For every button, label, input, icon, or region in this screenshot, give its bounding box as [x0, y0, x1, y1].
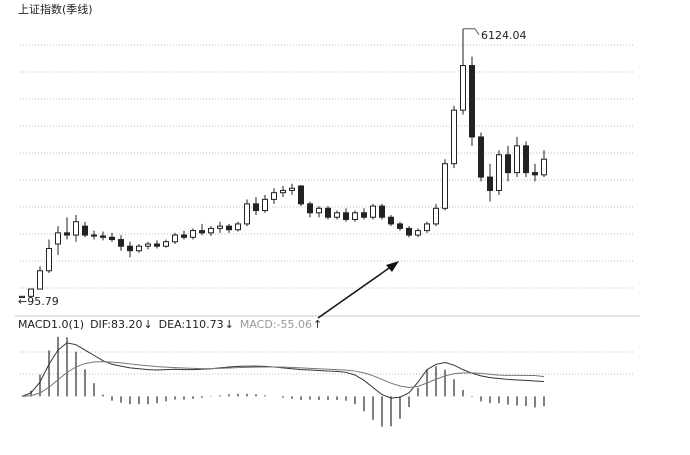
candle-body [235, 223, 241, 231]
legend-entry: DIF:83.20 [90, 318, 142, 331]
candle-body [352, 212, 358, 220]
candle-body [217, 225, 223, 229]
candle-body [136, 245, 142, 252]
indicator-title: MACD1.0(1) [18, 318, 84, 331]
candle-body [145, 243, 151, 247]
candle-body [28, 288, 34, 297]
candle-body [172, 234, 178, 243]
candle-body [64, 232, 70, 236]
candle-body [100, 235, 106, 238]
candle-body [388, 216, 394, 225]
candle-body [208, 227, 214, 234]
candle-body [298, 185, 304, 205]
candle-body [505, 154, 511, 174]
high-label: 6124.04 [481, 29, 527, 42]
candle-body [406, 227, 412, 236]
chart-title: 上证指数(季线) [18, 2, 93, 16]
candle-body [307, 203, 313, 214]
candle-body [19, 295, 25, 299]
legend-entry: DEA:110.73 [159, 318, 224, 331]
candle-body [379, 205, 385, 218]
candle-body [199, 230, 205, 234]
candle-body [343, 212, 349, 220]
candle-body [523, 145, 529, 174]
candle-body [46, 247, 52, 272]
candle-body [91, 234, 97, 237]
candle-body [271, 192, 277, 200]
indicator-header: MACD1.0(1) DIF:83.20↓ DEA:110.73↓ MACD:-55.… [18, 318, 322, 331]
candle-body [397, 223, 403, 229]
candle-body [361, 212, 367, 218]
trend-arrow: ↓ [225, 318, 234, 331]
candle-body [460, 65, 466, 111]
candle-body [127, 245, 133, 252]
candle-body [316, 207, 322, 214]
candle-body [424, 223, 430, 232]
candle-body [442, 163, 448, 209]
candle-body [280, 189, 286, 194]
legend-entry: MACD:-55.06 [240, 318, 312, 331]
candle-body [163, 241, 169, 247]
candle-body [55, 232, 61, 245]
candle-body [433, 207, 439, 225]
candle-body [118, 239, 124, 247]
macd-line [21, 361, 545, 397]
candle-body [496, 154, 502, 191]
candle-body [541, 158, 547, 176]
candle-body [370, 205, 376, 218]
candle-body [262, 198, 268, 212]
candle-body [325, 207, 331, 218]
candle-body [154, 243, 160, 247]
high-pointer [474, 28, 480, 36]
candle-body [469, 65, 475, 138]
candle-body [334, 212, 340, 218]
candle-body [478, 136, 484, 178]
candle-body [109, 236, 115, 241]
candle-body [532, 172, 538, 176]
candle-body [190, 230, 196, 238]
arrow-head [386, 261, 399, 272]
candle-body [226, 225, 232, 231]
guides [15, 44, 640, 375]
candle-body [514, 145, 520, 174]
low-label: ←95.79 [18, 295, 59, 308]
candle-body [253, 203, 259, 212]
candle-body [289, 187, 295, 191]
trend-arrow: ↓ [143, 318, 152, 331]
candle-body [244, 203, 250, 225]
candle-body [37, 270, 43, 290]
candle-body [73, 221, 79, 236]
trend-arrow: ↑ [313, 318, 322, 331]
arrow-line [317, 265, 393, 319]
candle-body [415, 230, 421, 236]
candle-body [487, 176, 493, 191]
candle-body [181, 234, 187, 238]
macd-line [21, 342, 545, 399]
arrow [317, 261, 399, 319]
candle-body [451, 109, 457, 165]
candle-body [82, 225, 88, 236]
